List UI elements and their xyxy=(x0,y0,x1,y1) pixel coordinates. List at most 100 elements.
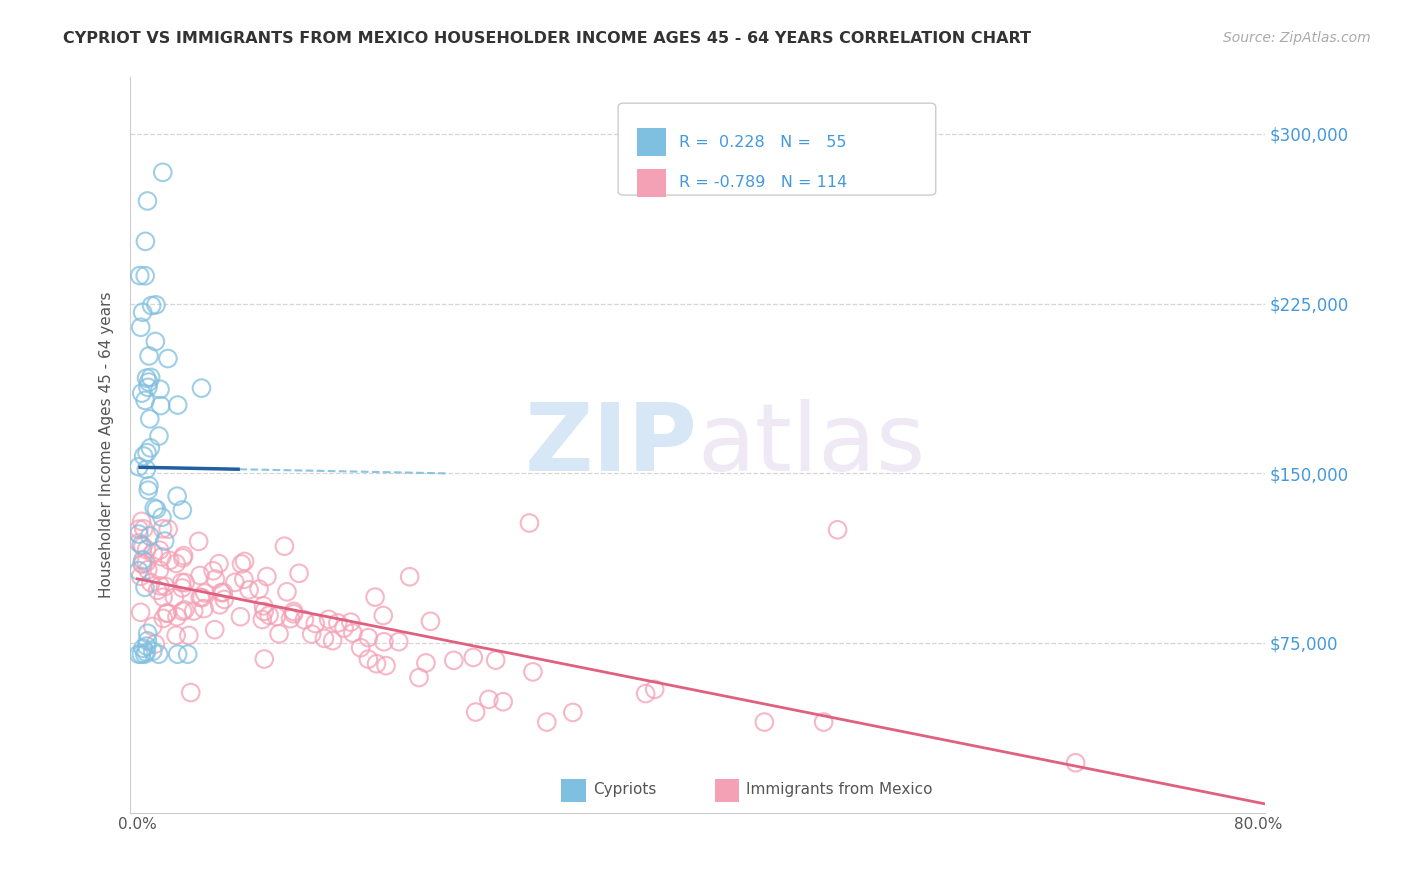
Text: R = -0.789   N = 114: R = -0.789 N = 114 xyxy=(679,175,848,190)
Point xyxy=(229,609,252,624)
Point xyxy=(131,305,153,319)
Point xyxy=(522,665,544,679)
Point xyxy=(304,616,326,631)
Point xyxy=(135,542,157,557)
Point xyxy=(142,644,165,658)
Point xyxy=(314,632,336,646)
Point xyxy=(145,298,167,312)
Point xyxy=(193,601,215,615)
Point xyxy=(172,581,194,595)
Text: R =  0.228   N =   55: R = 0.228 N = 55 xyxy=(679,135,846,150)
Point xyxy=(155,607,177,621)
Point xyxy=(150,549,173,564)
Point xyxy=(464,705,486,719)
Point xyxy=(129,569,152,583)
Bar xyxy=(561,779,586,802)
Point xyxy=(180,685,202,699)
Point xyxy=(283,604,305,618)
Point xyxy=(134,268,156,283)
Point xyxy=(131,386,153,401)
Point xyxy=(159,553,181,567)
Point xyxy=(349,640,371,655)
Point xyxy=(333,621,356,635)
Point xyxy=(190,381,212,395)
Point xyxy=(283,607,305,621)
Text: CYPRIOT VS IMMIGRANTS FROM MEXICO HOUSEHOLDER INCOME AGES 45 - 64 YEARS CORRELAT: CYPRIOT VS IMMIGRANTS FROM MEXICO HOUSEH… xyxy=(63,31,1031,46)
Point xyxy=(252,612,274,626)
Point xyxy=(128,564,150,578)
Point xyxy=(183,604,205,618)
Point xyxy=(136,380,159,394)
Point xyxy=(326,615,349,630)
Point xyxy=(152,591,174,605)
Bar xyxy=(637,128,666,156)
Point xyxy=(128,268,150,283)
Point xyxy=(148,647,170,661)
Point xyxy=(149,382,172,396)
Point xyxy=(202,564,225,578)
Point xyxy=(322,633,344,648)
Point xyxy=(132,522,155,536)
Point xyxy=(166,398,188,412)
Point xyxy=(148,563,170,577)
Point xyxy=(188,568,211,582)
Point xyxy=(157,522,180,536)
Point xyxy=(357,631,380,645)
Point xyxy=(208,557,231,571)
Point xyxy=(561,706,583,720)
Point xyxy=(128,527,150,541)
Point xyxy=(257,608,280,623)
Point xyxy=(1064,756,1087,770)
Point xyxy=(134,393,156,408)
Point xyxy=(138,349,160,363)
Point xyxy=(148,429,170,443)
Point xyxy=(188,591,211,605)
Point xyxy=(128,536,150,550)
Point xyxy=(256,569,278,583)
Point xyxy=(342,626,364,640)
Point xyxy=(536,714,558,729)
Point xyxy=(135,639,157,653)
Point xyxy=(366,657,388,671)
Point xyxy=(519,516,541,530)
Point xyxy=(373,608,395,623)
Point xyxy=(172,503,194,517)
Point xyxy=(165,628,187,642)
Point xyxy=(129,605,152,619)
Point xyxy=(463,650,485,665)
Point xyxy=(754,714,776,729)
Point xyxy=(139,412,162,426)
Point xyxy=(131,557,153,571)
Point xyxy=(129,320,152,334)
Point xyxy=(129,538,152,552)
Text: Cypriots: Cypriots xyxy=(593,781,657,797)
Point xyxy=(253,652,276,666)
Point xyxy=(166,609,188,624)
Point xyxy=(136,483,159,498)
Point xyxy=(173,603,195,617)
Point xyxy=(152,611,174,625)
Point xyxy=(138,479,160,493)
Point xyxy=(634,687,657,701)
Point xyxy=(132,553,155,567)
Point xyxy=(156,351,179,366)
Point xyxy=(194,586,217,600)
Point xyxy=(135,645,157,659)
Point xyxy=(155,579,177,593)
Point xyxy=(143,501,166,516)
Point xyxy=(252,599,274,613)
Text: atlas: atlas xyxy=(697,399,925,491)
Point xyxy=(253,604,276,618)
Point xyxy=(134,235,156,249)
FancyBboxPatch shape xyxy=(619,103,936,195)
Point xyxy=(139,441,162,455)
Point xyxy=(174,575,197,590)
Point xyxy=(375,658,398,673)
Point xyxy=(149,399,172,413)
Point xyxy=(142,619,165,633)
Point xyxy=(136,194,159,208)
Point xyxy=(288,566,311,581)
Point xyxy=(172,550,194,565)
Point xyxy=(191,591,214,605)
Point xyxy=(318,612,340,626)
